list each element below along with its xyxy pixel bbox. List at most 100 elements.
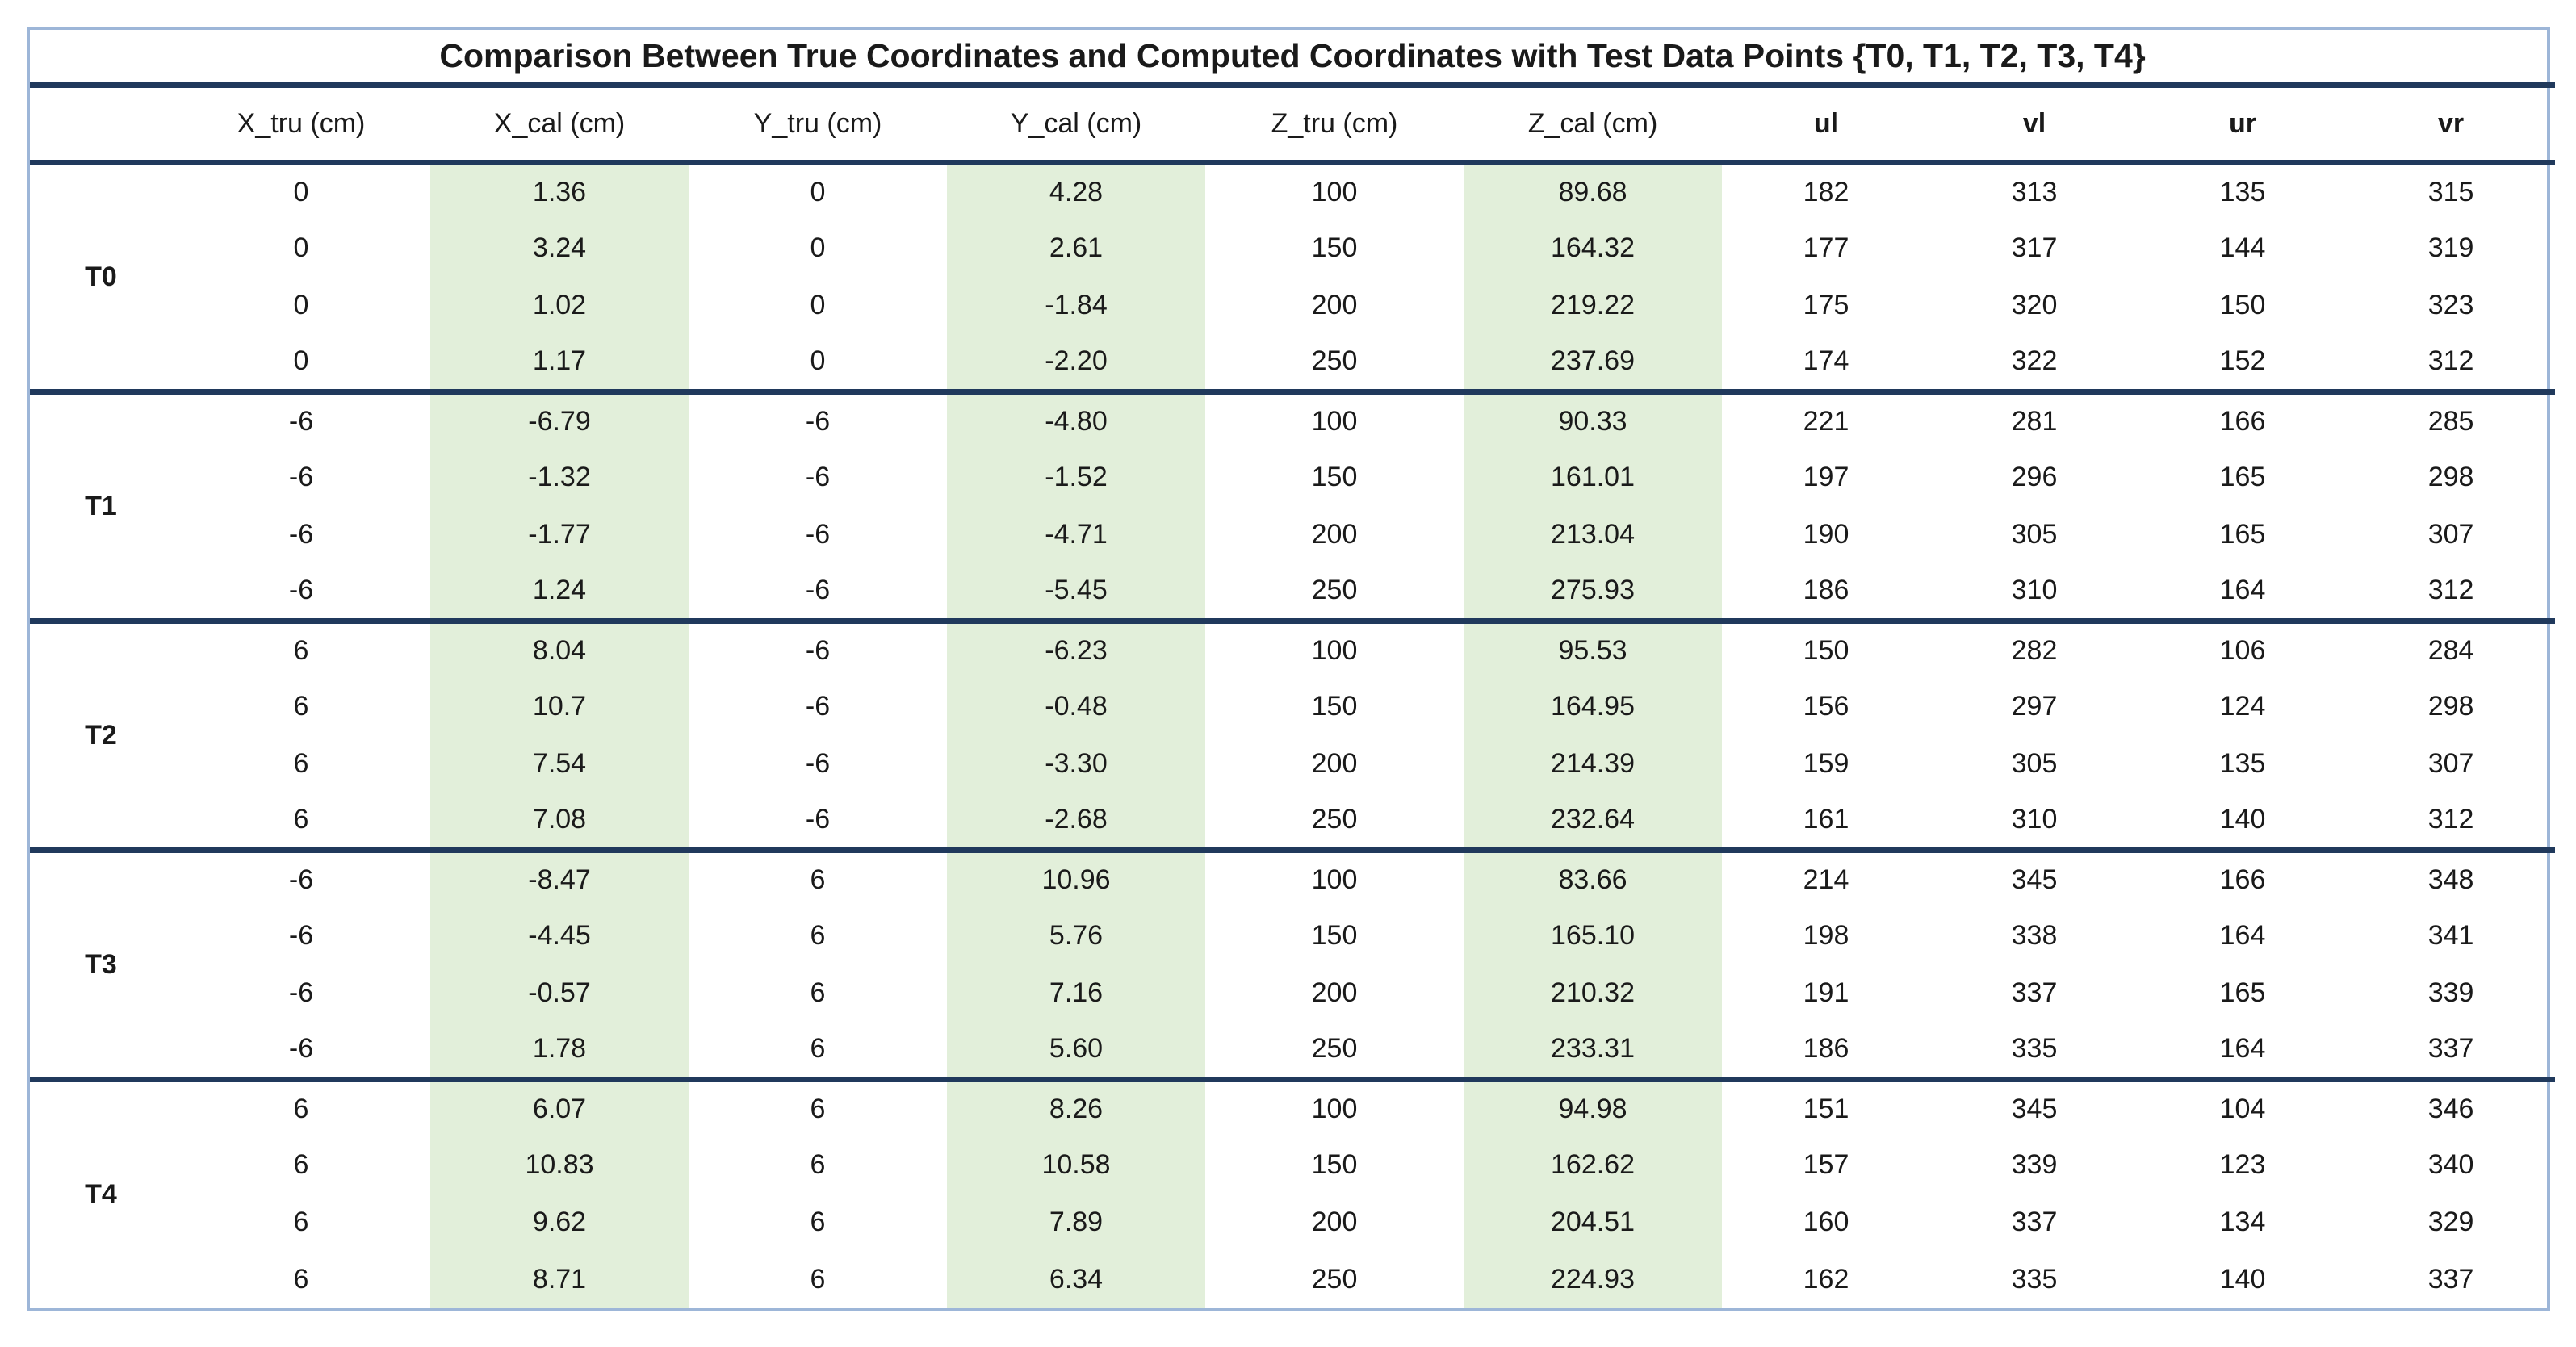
table-cell: 250 <box>1205 793 1464 853</box>
table-cell: -6 <box>805 462 831 492</box>
table-cell: 165 <box>2219 519 2266 550</box>
table-row: 6 7.08 -6 -2.68 250 232.64 161 310 140 312 <box>30 793 2556 853</box>
table-cell: 281 <box>2011 405 2058 437</box>
table-cell: 4.28 <box>947 162 1205 220</box>
table-cell: 250 <box>1205 334 1464 395</box>
table-cell: 100 <box>1311 405 1358 437</box>
table-cell: -6 <box>288 462 314 492</box>
table-cell: 150 <box>1311 462 1358 492</box>
table-cell: 335 <box>1930 1022 2138 1082</box>
table-cell: -2.20 <box>947 334 1205 395</box>
table-cell: 213.04 <box>1464 506 1722 563</box>
table-cell: 204.51 <box>1464 1194 1722 1251</box>
table-cell: 150 <box>1311 232 1358 263</box>
table-cell: 123 <box>2219 1149 2266 1180</box>
table-cell: 345 <box>2011 1093 2058 1124</box>
table-cell: 94.98 <box>1464 1079 1722 1136</box>
table-cell: 250 <box>1205 563 1464 624</box>
table-cell: -1.84 <box>947 277 1205 334</box>
table-cell: -6 <box>288 405 314 437</box>
table-cell: 124 <box>2219 691 2266 722</box>
table-cell: 340 <box>2427 1149 2474 1180</box>
table-row: 0 1.02 0 -1.84 200 219.22 175 320 150 323 <box>30 277 2555 334</box>
table-cell: 250 <box>1311 1264 1358 1295</box>
table-cell: 6 <box>810 864 826 895</box>
table-cell: 210.32 <box>1464 964 1722 1022</box>
table-cell: 329 <box>2427 1207 2474 1237</box>
table-cell: 313 <box>2011 176 2058 207</box>
table-cell: 335 <box>2011 1264 2058 1295</box>
table-row: 6 10.7 -6 -0.48 150 164.95 156 297 124 298 <box>30 678 2555 735</box>
table-cell: -2.68 <box>947 793 1205 853</box>
table-cell: -6 <box>288 920 314 951</box>
table-cell: 135 <box>2219 748 2266 779</box>
column-header-vr: vr <box>2347 85 2556 165</box>
table-cell: 319 <box>2427 232 2474 263</box>
table-row: 6 9.62 6 7.89 200 204.51 160 337 134 329 <box>30 1194 2555 1251</box>
table-cell: -6 <box>805 748 831 779</box>
table-cell: 6 <box>293 1093 309 1124</box>
table-cell: 298 <box>2427 691 2474 722</box>
table-cell: 150 <box>1311 920 1358 951</box>
table-cell: 161 <box>1722 793 1930 853</box>
table-cell: 104 <box>2219 1093 2266 1124</box>
table-cell: 214 <box>1803 864 1849 895</box>
row-group-label: T0 <box>30 162 172 395</box>
table-row: -6 -1.77 -6 -4.71 200 213.04 190 305 165 307 <box>30 506 2555 563</box>
table-cell: 224.93 <box>1464 1251 1722 1308</box>
table-cell: 190 <box>1803 519 1849 550</box>
table-cell: 323 <box>2427 290 2474 320</box>
table-cell: 221 <box>1803 405 1849 437</box>
table-cell: -6 <box>288 864 314 895</box>
table-cell: -1.52 <box>947 449 1205 506</box>
table-cell: 162 <box>1803 1264 1849 1295</box>
table-row: 6 7.54 -6 -3.30 200 214.39 159 305 135 307 <box>30 735 2555 793</box>
table-cell: -5.45 <box>947 563 1205 624</box>
table-cell: 0 <box>810 176 826 207</box>
table-cell: 186 <box>1722 563 1930 624</box>
table-cell: -1.77 <box>430 506 689 563</box>
table-cell: 296 <box>2011 462 2058 492</box>
table-cell: 6 <box>293 748 309 779</box>
table-row: -6 -1.32 -6 -1.52 150 161.01 197 296 165 298 <box>30 449 2555 506</box>
table-cell: 1.17 <box>430 334 689 395</box>
table-cell: 150 <box>1311 1149 1358 1180</box>
title-row: Comparison Between True Coordinates and … <box>30 30 2556 88</box>
table-cell: -4.71 <box>947 506 1205 563</box>
table-cell: 159 <box>1803 748 1849 779</box>
table-cell: 305 <box>2011 748 2058 779</box>
table-cell: 156 <box>1803 691 1849 722</box>
table-cell: 198 <box>1803 920 1849 951</box>
table-cell: -0.57 <box>430 964 689 1022</box>
row-group-label: T3 <box>30 850 172 1082</box>
table-cell: 164.95 <box>1464 678 1722 735</box>
table-cell: -1.32 <box>430 449 689 506</box>
table-cell: 338 <box>2011 920 2058 951</box>
table-cell: 339 <box>2427 977 2474 1008</box>
table-cell: 83.66 <box>1464 850 1722 907</box>
table-cell: 337 <box>2011 977 2058 1008</box>
table-cell: 233.31 <box>1464 1022 1722 1082</box>
table-cell: 152 <box>2138 334 2347 395</box>
table-cell: -6 <box>805 405 831 437</box>
table-cell: 285 <box>2427 405 2474 437</box>
table-cell: 100 <box>1311 176 1358 207</box>
table-cell: 7.54 <box>430 735 689 793</box>
table-cell: 310 <box>1930 563 2138 624</box>
table-cell: 7.16 <box>947 964 1205 1022</box>
coordinates-comparison-table: Comparison Between True Coordinates and … <box>30 30 2556 1308</box>
table-cell: 10.7 <box>430 678 689 735</box>
table-cell: 166 <box>2219 405 2266 437</box>
table-row: 0 1.17 0 -2.20 250 237.69 174 322 152 312 <box>30 334 2556 395</box>
table-cell: 6 <box>689 1022 947 1082</box>
table-cell: 5.76 <box>947 907 1205 964</box>
column-header-empty <box>30 85 172 165</box>
table-row: -6 -0.57 6 7.16 200 210.32 191 337 165 339 <box>30 964 2555 1022</box>
table-row: 0 3.24 0 2.61 150 164.32 177 317 144 319 <box>30 220 2555 277</box>
table-cell: 164 <box>2138 1022 2347 1082</box>
table-cell: -6 <box>288 519 314 550</box>
table-cell: 144 <box>2219 232 2266 263</box>
table-cell: 337 <box>2011 1207 2058 1237</box>
table-cell: -6 <box>805 634 831 666</box>
table-cell: -6 <box>689 563 947 624</box>
